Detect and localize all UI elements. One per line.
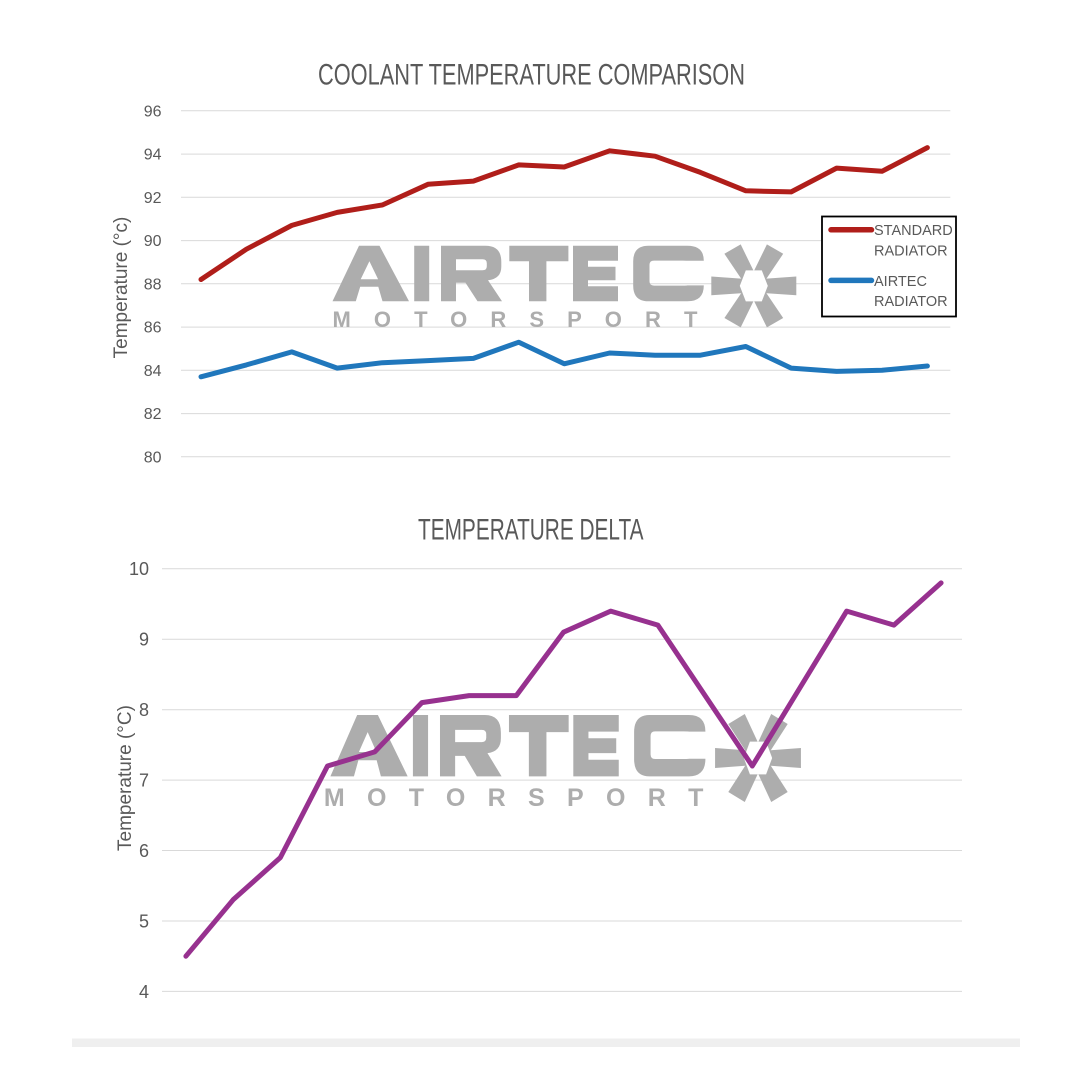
svg-text:RADIATOR: RADIATOR — [874, 294, 948, 310]
svg-text:COOLANT TEMPERATURE COMPARISON: COOLANT TEMPERATURE COMPARISON — [318, 59, 745, 92]
svg-text:4: 4 — [139, 982, 149, 1002]
svg-text:MOTORSPORT: MOTORSPORT — [324, 784, 704, 812]
svg-text:80: 80 — [144, 449, 162, 466]
svg-text:8: 8 — [139, 700, 149, 720]
svg-text:5: 5 — [139, 911, 149, 931]
svg-text:86: 86 — [144, 320, 162, 337]
svg-text:96: 96 — [144, 103, 162, 120]
svg-text:Temperature (°c): Temperature (°c) — [111, 217, 132, 359]
svg-text:7: 7 — [139, 771, 149, 791]
svg-text:90: 90 — [144, 233, 162, 250]
svg-text:9: 9 — [139, 630, 149, 650]
svg-text:RADIATOR: RADIATOR — [874, 243, 948, 259]
svg-text:82: 82 — [144, 406, 162, 423]
svg-text:92: 92 — [144, 190, 162, 207]
svg-text:10: 10 — [129, 559, 149, 579]
svg-text:Temperature (°C): Temperature (°C) — [115, 705, 136, 851]
svg-text:84: 84 — [144, 363, 162, 380]
svg-text:AIRTEC: AIRTEC — [874, 274, 927, 290]
svg-text:MOTORSPORT: MOTORSPORT — [333, 307, 698, 332]
svg-text:6: 6 — [139, 841, 149, 861]
svg-text:TEMPERATURE DELTA: TEMPERATURE DELTA — [418, 514, 644, 547]
svg-text:94: 94 — [144, 147, 162, 164]
svg-text:STANDARD: STANDARD — [874, 223, 953, 239]
svg-text:88: 88 — [144, 276, 162, 293]
